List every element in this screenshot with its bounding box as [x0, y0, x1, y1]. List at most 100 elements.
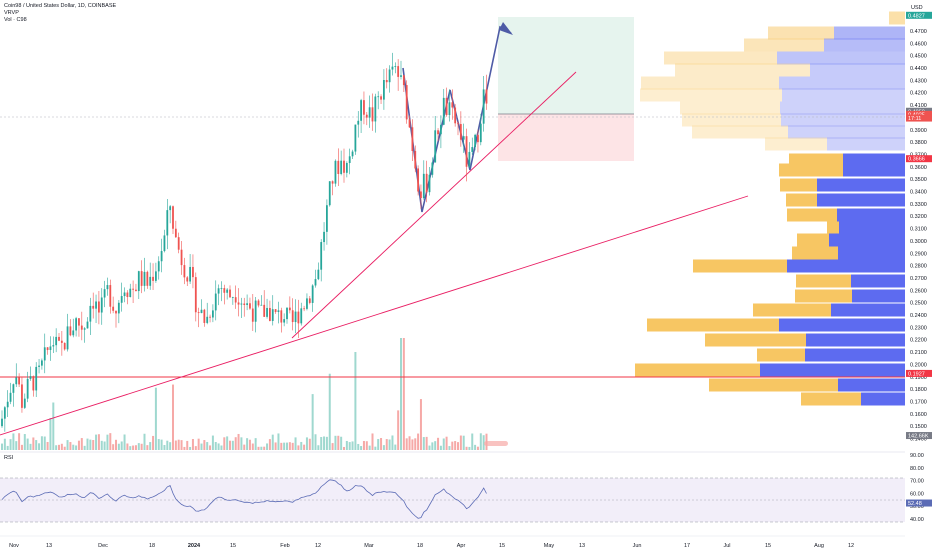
time-tick-label: 2024	[188, 543, 201, 549]
volume-bar	[60, 443, 63, 450]
volume-bar	[112, 444, 115, 450]
vp-sell-bar	[795, 289, 852, 303]
vp-sell-bar	[680, 101, 780, 115]
candle-body	[135, 289, 137, 292]
volume-bar	[134, 445, 137, 450]
candle-body	[38, 365, 40, 367]
volume-bar	[303, 444, 306, 450]
vp-sell-bar	[705, 333, 806, 347]
volume-bar	[180, 440, 183, 450]
candle-body	[231, 297, 234, 298]
volume-bar	[408, 436, 411, 450]
candle-body	[106, 285, 109, 290]
volume-bar	[20, 444, 23, 450]
price-tick-label: 0.1500	[910, 424, 927, 430]
vp-sell-bar	[780, 178, 817, 192]
candle-body	[468, 151, 471, 167]
candle-body	[132, 288, 134, 290]
candle-body	[172, 206, 174, 229]
candle-body	[152, 276, 154, 281]
candle-body	[1, 418, 3, 427]
time-tick-label: Aug	[814, 543, 824, 549]
vp-sell-bar	[765, 137, 827, 151]
volume-bar	[340, 436, 343, 450]
time-tick-label: 12	[315, 543, 321, 549]
time-tick-label: May	[544, 543, 555, 549]
volume-bar	[12, 433, 15, 450]
vp-buy-bar	[838, 378, 905, 392]
vp-buy-bar	[817, 193, 905, 207]
vrvp-indicator-label[interactable]: VRVP	[4, 10, 19, 16]
price-tag-bg	[906, 432, 932, 440]
candle-body	[12, 384, 15, 393]
volume-bar	[471, 433, 474, 450]
candle-body	[251, 308, 254, 322]
price-tick-label: 0.1400	[910, 437, 927, 443]
volume-bar	[89, 439, 92, 450]
price-tick-label: 0.2000	[910, 362, 927, 368]
candle-body	[229, 289, 231, 298]
volume-bar	[371, 433, 374, 450]
volume-bar	[348, 442, 351, 450]
rsi-tick-label: 90.00	[910, 453, 924, 459]
volume-bar	[479, 433, 482, 450]
volume-bar	[189, 446, 192, 450]
candle-body	[337, 160, 340, 174]
time-tick-label: Mar	[364, 543, 374, 549]
volume-bar	[109, 433, 112, 450]
time-tick-label: 13	[46, 543, 52, 549]
volume-bar	[459, 435, 462, 450]
candle-body	[383, 80, 385, 100]
rsi-pane	[0, 451, 905, 523]
candle-body	[9, 392, 12, 402]
price-tick-label: 0.3100	[910, 227, 927, 233]
price-axis[interactable]: 0.4700 0.4600 0.4500 0.4400 0.4300 0.4200 0.41…	[910, 29, 927, 523]
candle-body	[291, 310, 294, 323]
price-tags: 0.48270.40500.402517:110.36660.1927142.6…	[906, 11, 932, 507]
candle-body	[428, 174, 431, 193]
candle-body	[454, 107, 457, 124]
volume-bar	[146, 445, 149, 450]
rsi-tag-bg	[906, 499, 932, 507]
candle-body	[286, 307, 288, 320]
volume-bar	[474, 444, 477, 450]
vp-sell-bar	[827, 221, 839, 235]
price-tick-label: 0.4200	[910, 91, 927, 97]
price-tick-label: 0.1600	[910, 412, 927, 418]
take-profit-zone	[498, 17, 634, 114]
volume-bar	[254, 438, 257, 450]
vp-buy-bar	[831, 303, 905, 317]
volume-indicator-label[interactable]: Vol · C98	[4, 17, 27, 23]
volume-bar	[448, 446, 451, 450]
vp-sell-bar	[744, 38, 824, 52]
vp-sell-bar	[796, 274, 851, 288]
volume-bar	[402, 338, 405, 450]
volume-bar	[117, 443, 120, 450]
candle-body	[197, 312, 200, 314]
volume-bar	[203, 440, 206, 450]
candle-body	[400, 75, 402, 77]
volume-bar	[123, 434, 126, 450]
vp-sell-bar	[779, 163, 843, 177]
volume-bar	[397, 410, 400, 450]
candle-body	[234, 297, 237, 303]
volume-bar	[286, 442, 288, 450]
candle-body	[63, 342, 66, 350]
volume-bar	[377, 439, 380, 450]
price-tick-label: 0.2500	[910, 301, 927, 307]
volume-bar	[75, 445, 78, 450]
candle-body	[420, 191, 422, 199]
volume-bar	[417, 433, 420, 450]
price-tick-label: 0.4400	[910, 66, 927, 72]
volume-bar	[169, 442, 172, 450]
volume-bar	[266, 443, 269, 450]
candle-body	[49, 346, 52, 351]
time-axis[interactable]: Nov 13 Dec 18 2024 15 Feb 12 Mar 18 Apr 15 May 13 Jun 1…	[0, 535, 905, 549]
candle-body	[294, 311, 297, 323]
volume-bar	[385, 439, 388, 450]
volume-bar	[211, 435, 214, 450]
price-tick-label: 0.4600	[910, 41, 927, 47]
vp-sell-bar	[635, 363, 760, 377]
volume-bar	[160, 439, 163, 450]
